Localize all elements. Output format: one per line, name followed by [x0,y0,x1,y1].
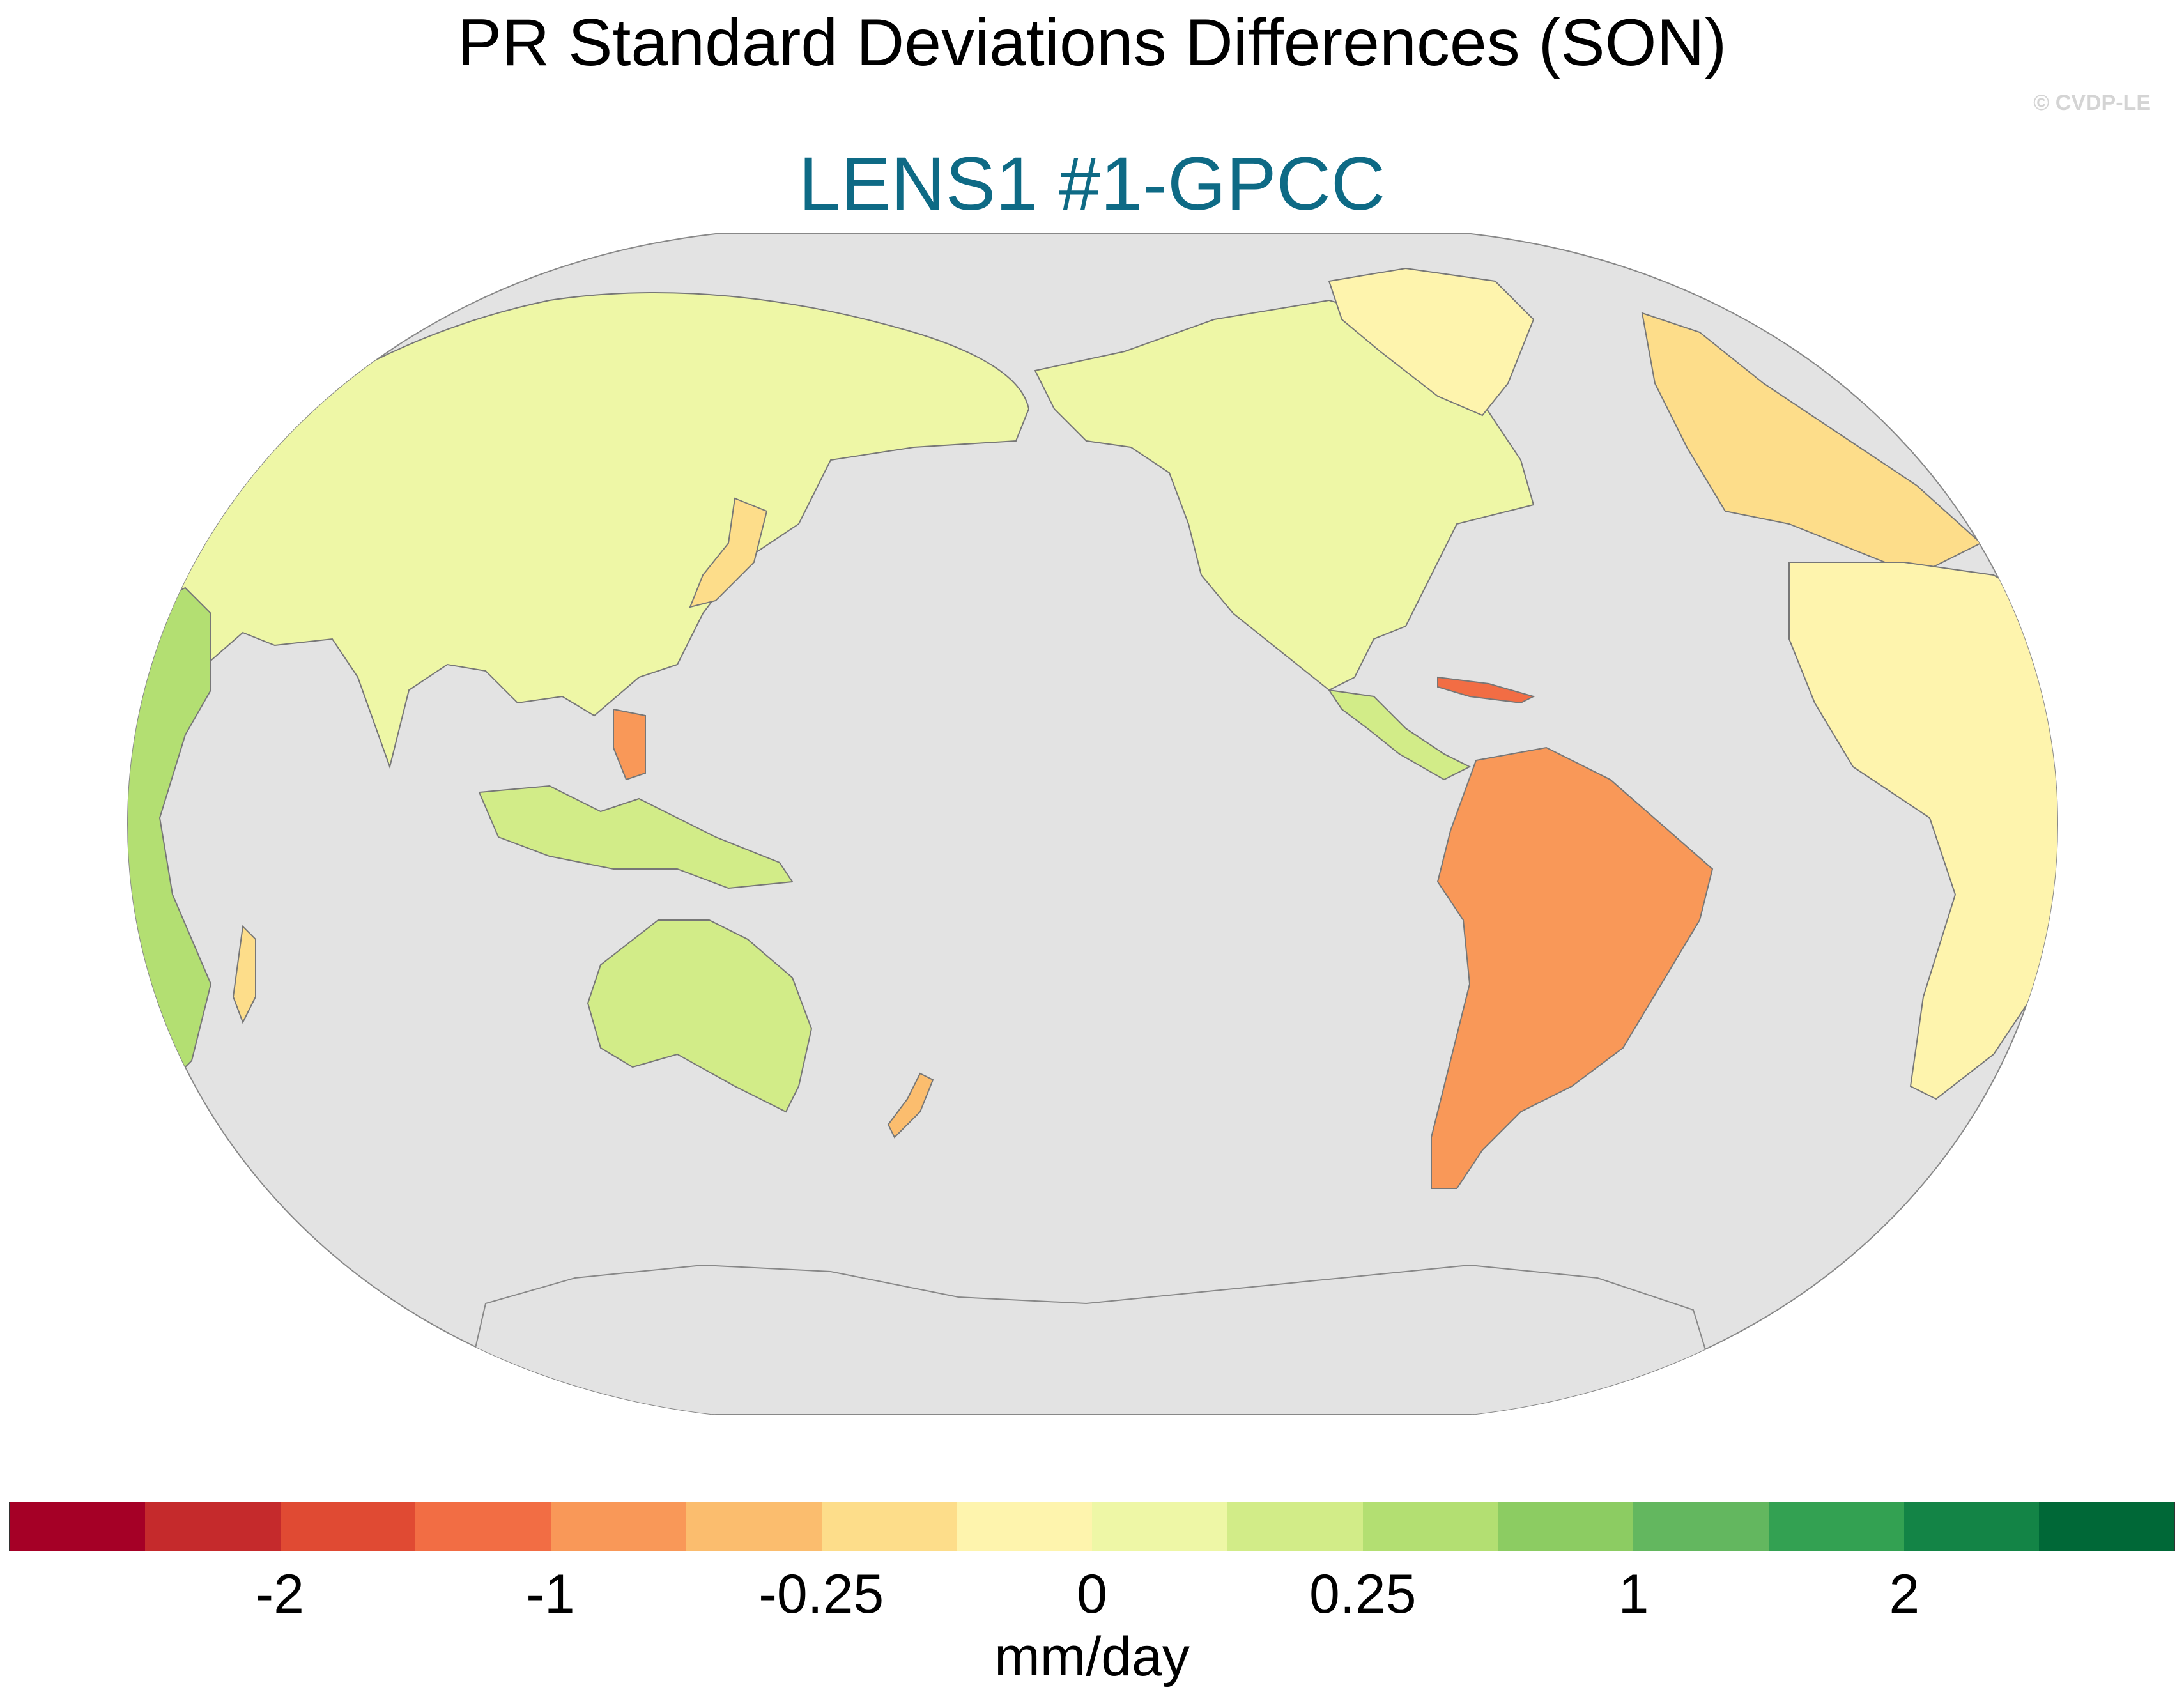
colorbar-tick-label: 0 [1077,1564,1107,1625]
colorbar-swatch [10,1502,145,1551]
landmass-new-zealand [887,1072,934,1139]
colorbar-swatch [415,1502,551,1551]
chart-subtitle: LENS1 #1-GPCC [798,142,1386,226]
colorbar-swatch [280,1502,416,1551]
colorbar-swatch [1903,1502,2040,1551]
colorbar-tick-label: -1 [526,1564,575,1625]
colorbar [9,1502,2175,1551]
colorbar-units-label: mm/day [994,1626,1190,1687]
colorbar-tick-label: 1 [1618,1564,1649,1625]
landmass-south-america [1431,746,1714,1189]
world-map [127,233,2059,1415]
colorbar-swatch [1362,1502,1498,1551]
colorbar-swatch [1092,1502,1227,1551]
landmass-central-america [1327,689,1472,781]
colorbar-swatch [1768,1502,1904,1551]
colorbar-swatch [1498,1502,1633,1551]
colorbar-swatch [686,1502,822,1551]
colorbar-swatch [1633,1502,1769,1551]
chart-title: PR Standard Deviations Differences (SON) [457,6,1727,80]
colorbar-swatch [144,1502,281,1551]
landmass-madagascar [232,925,256,1024]
colorbar-swatch [957,1502,1092,1551]
landmass-maritime-asia [478,785,794,889]
landmass-japan [689,497,768,608]
colorbar-swatch [1227,1502,1363,1551]
colorbar-tick-label: -0.25 [758,1564,884,1625]
landmass-philippines [613,708,646,781]
colorbar-swatch [821,1502,957,1551]
colorbar-tick-label: 2 [1889,1564,1920,1625]
landmass-caribbean [1437,676,1535,704]
landmass-greenland [1328,267,1535,417]
colorbar-swatch [2039,1502,2174,1551]
colorbar-tick-label: 0.25 [1309,1564,1417,1625]
colorbar-tick-label: -2 [255,1564,304,1625]
colorbar-swatch [551,1502,686,1551]
landmass-australia [587,919,813,1113]
copyright-watermark: © CVDP-LE [2033,91,2151,115]
